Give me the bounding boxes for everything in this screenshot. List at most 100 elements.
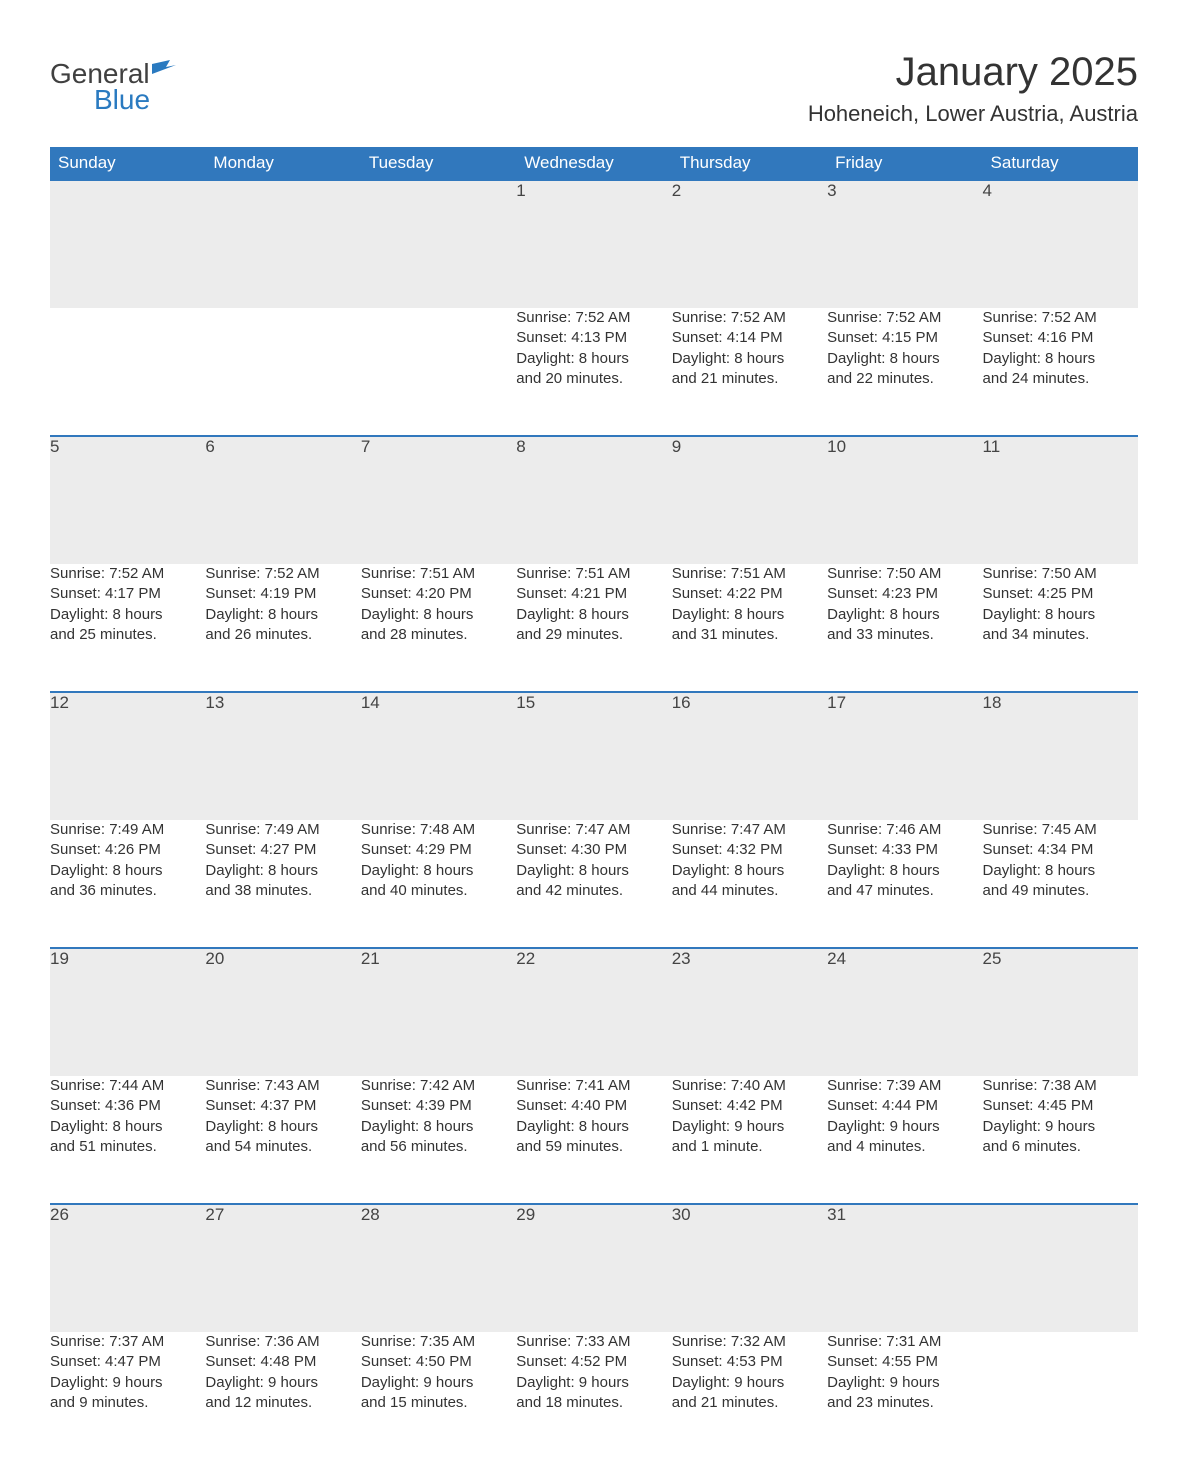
daylight-text-1: Daylight: 9 hours bbox=[50, 1373, 205, 1393]
daylight-text-1: Daylight: 8 hours bbox=[361, 861, 516, 881]
daylight-text-2: and 59 minutes. bbox=[516, 1137, 671, 1157]
day-number-cell: 21 bbox=[361, 948, 516, 1076]
daylight-text-2: and 22 minutes. bbox=[827, 369, 982, 389]
daylight-text-1: Daylight: 8 hours bbox=[50, 861, 205, 881]
day-detail-cell: Sunrise: 7:52 AMSunset: 4:17 PMDaylight:… bbox=[50, 564, 205, 692]
location-text: Hoheneich, Lower Austria, Austria bbox=[808, 101, 1138, 127]
daylight-text-2: and 44 minutes. bbox=[672, 881, 827, 901]
daylight-text-2: and 56 minutes. bbox=[361, 1137, 516, 1157]
daylight-text-1: Daylight: 8 hours bbox=[672, 349, 827, 369]
sunrise-text: Sunrise: 7:52 AM bbox=[205, 564, 360, 584]
day-detail-cell: Sunrise: 7:49 AMSunset: 4:27 PMDaylight:… bbox=[205, 820, 360, 948]
daylight-text-2: and 26 minutes. bbox=[205, 625, 360, 645]
day-number-cell: 23 bbox=[672, 948, 827, 1076]
day-number-cell: 7 bbox=[361, 436, 516, 564]
daylight-text-1: Daylight: 8 hours bbox=[672, 605, 827, 625]
sunset-text: Sunset: 4:48 PM bbox=[205, 1352, 360, 1372]
sunset-text: Sunset: 4:52 PM bbox=[516, 1352, 671, 1372]
sunrise-text: Sunrise: 7:51 AM bbox=[516, 564, 671, 584]
day-number-cell: 25 bbox=[983, 948, 1138, 1076]
weekday-header: Saturday bbox=[983, 147, 1138, 180]
day-detail-cell bbox=[361, 308, 516, 436]
sunrise-text: Sunrise: 7:46 AM bbox=[827, 820, 982, 840]
daylight-text-2: and 42 minutes. bbox=[516, 881, 671, 901]
daynum-row: 567891011 bbox=[50, 436, 1138, 564]
day-detail-cell: Sunrise: 7:33 AMSunset: 4:52 PMDaylight:… bbox=[516, 1332, 671, 1460]
sunrise-text: Sunrise: 7:39 AM bbox=[827, 1076, 982, 1096]
day-detail-cell: Sunrise: 7:42 AMSunset: 4:39 PMDaylight:… bbox=[361, 1076, 516, 1204]
day-detail-cell: Sunrise: 7:51 AMSunset: 4:22 PMDaylight:… bbox=[672, 564, 827, 692]
sunrise-text: Sunrise: 7:47 AM bbox=[516, 820, 671, 840]
day-detail-cell: Sunrise: 7:37 AMSunset: 4:47 PMDaylight:… bbox=[50, 1332, 205, 1460]
sunrise-text: Sunrise: 7:44 AM bbox=[50, 1076, 205, 1096]
daylight-text-1: Daylight: 8 hours bbox=[827, 861, 982, 881]
daylight-text-1: Daylight: 8 hours bbox=[361, 605, 516, 625]
sunset-text: Sunset: 4:42 PM bbox=[672, 1096, 827, 1116]
day-detail-cell: Sunrise: 7:46 AMSunset: 4:33 PMDaylight:… bbox=[827, 820, 982, 948]
day-number-cell: 20 bbox=[205, 948, 360, 1076]
daylight-text-2: and 54 minutes. bbox=[205, 1137, 360, 1157]
sunrise-text: Sunrise: 7:52 AM bbox=[983, 308, 1138, 328]
day-number-cell bbox=[205, 180, 360, 308]
day-detail-cell: Sunrise: 7:49 AMSunset: 4:26 PMDaylight:… bbox=[50, 820, 205, 948]
daylight-text-1: Daylight: 9 hours bbox=[361, 1373, 516, 1393]
day-detail-cell: Sunrise: 7:32 AMSunset: 4:53 PMDaylight:… bbox=[672, 1332, 827, 1460]
sunset-text: Sunset: 4:37 PM bbox=[205, 1096, 360, 1116]
sunrise-text: Sunrise: 7:32 AM bbox=[672, 1332, 827, 1352]
sunset-text: Sunset: 4:36 PM bbox=[50, 1096, 205, 1116]
day-number-cell bbox=[361, 180, 516, 308]
sunset-text: Sunset: 4:26 PM bbox=[50, 840, 205, 860]
day-number-cell: 17 bbox=[827, 692, 982, 820]
daynum-row: 1234 bbox=[50, 180, 1138, 308]
daylight-text-1: Daylight: 9 hours bbox=[983, 1117, 1138, 1137]
daylight-text-2: and 29 minutes. bbox=[516, 625, 671, 645]
sunrise-text: Sunrise: 7:52 AM bbox=[672, 308, 827, 328]
day-number-cell: 10 bbox=[827, 436, 982, 564]
sunrise-text: Sunrise: 7:47 AM bbox=[672, 820, 827, 840]
sunrise-text: Sunrise: 7:33 AM bbox=[516, 1332, 671, 1352]
daylight-text-1: Daylight: 8 hours bbox=[827, 605, 982, 625]
day-number-cell: 12 bbox=[50, 692, 205, 820]
day-number-cell: 24 bbox=[827, 948, 982, 1076]
header: General Blue January 2025 Hoheneich, Low… bbox=[50, 50, 1138, 127]
day-number-cell: 15 bbox=[516, 692, 671, 820]
sunset-text: Sunset: 4:32 PM bbox=[672, 840, 827, 860]
daylight-text-2: and 49 minutes. bbox=[983, 881, 1138, 901]
sunrise-text: Sunrise: 7:52 AM bbox=[50, 564, 205, 584]
day-number-cell: 1 bbox=[516, 180, 671, 308]
sunset-text: Sunset: 4:39 PM bbox=[361, 1096, 516, 1116]
daylight-text-1: Daylight: 8 hours bbox=[672, 861, 827, 881]
sunrise-text: Sunrise: 7:31 AM bbox=[827, 1332, 982, 1352]
details-row: Sunrise: 7:52 AMSunset: 4:17 PMDaylight:… bbox=[50, 564, 1138, 692]
day-detail-cell: Sunrise: 7:52 AMSunset: 4:14 PMDaylight:… bbox=[672, 308, 827, 436]
sunrise-text: Sunrise: 7:52 AM bbox=[827, 308, 982, 328]
day-number-cell bbox=[983, 1204, 1138, 1332]
sunrise-text: Sunrise: 7:51 AM bbox=[672, 564, 827, 584]
day-number-cell: 18 bbox=[983, 692, 1138, 820]
daylight-text-2: and 25 minutes. bbox=[50, 625, 205, 645]
daylight-text-1: Daylight: 9 hours bbox=[205, 1373, 360, 1393]
details-row: Sunrise: 7:49 AMSunset: 4:26 PMDaylight:… bbox=[50, 820, 1138, 948]
daylight-text-1: Daylight: 8 hours bbox=[205, 861, 360, 881]
day-detail-cell: Sunrise: 7:39 AMSunset: 4:44 PMDaylight:… bbox=[827, 1076, 982, 1204]
day-detail-cell: Sunrise: 7:45 AMSunset: 4:34 PMDaylight:… bbox=[983, 820, 1138, 948]
day-number-cell: 14 bbox=[361, 692, 516, 820]
sunset-text: Sunset: 4:13 PM bbox=[516, 328, 671, 348]
daylight-text-1: Daylight: 8 hours bbox=[50, 605, 205, 625]
sunset-text: Sunset: 4:33 PM bbox=[827, 840, 982, 860]
daylight-text-1: Daylight: 8 hours bbox=[516, 349, 671, 369]
day-detail-cell: Sunrise: 7:50 AMSunset: 4:25 PMDaylight:… bbox=[983, 564, 1138, 692]
day-detail-cell: Sunrise: 7:31 AMSunset: 4:55 PMDaylight:… bbox=[827, 1332, 982, 1460]
day-detail-cell: Sunrise: 7:48 AMSunset: 4:29 PMDaylight:… bbox=[361, 820, 516, 948]
details-row: Sunrise: 7:44 AMSunset: 4:36 PM Daylight:… bbox=[50, 1076, 1138, 1204]
sunrise-text: Sunrise: 7:43 AM bbox=[205, 1076, 360, 1096]
sunset-text: Sunset: 4:53 PM bbox=[672, 1352, 827, 1372]
day-number-cell: 26 bbox=[50, 1204, 205, 1332]
day-number-cell: 27 bbox=[205, 1204, 360, 1332]
day-number-cell: 16 bbox=[672, 692, 827, 820]
day-number-cell: 31 bbox=[827, 1204, 982, 1332]
sunrise-text: Sunrise: 7:38 AM bbox=[983, 1076, 1138, 1096]
daylight-text-1: Daylight: 9 hours bbox=[516, 1373, 671, 1393]
weekday-header: Monday bbox=[205, 147, 360, 180]
sunrise-text: Sunrise: 7:52 AM bbox=[516, 308, 671, 328]
